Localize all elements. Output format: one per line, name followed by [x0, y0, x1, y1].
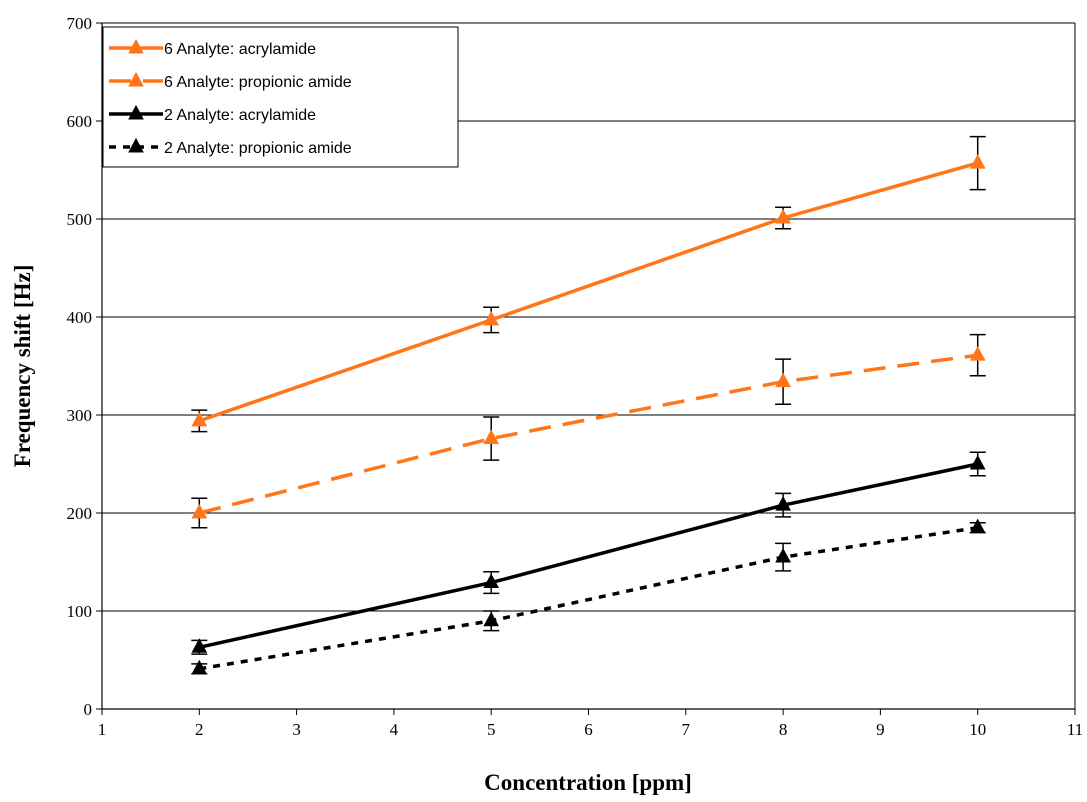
x-tick-label-3: 3 [292, 720, 301, 739]
data-point-2-0 [191, 638, 208, 653]
data-point-1-1 [483, 429, 500, 444]
data-point-0-2 [775, 208, 791, 224]
y-tick-label-0: 0 [84, 700, 93, 719]
legend-marker-0 [128, 38, 144, 54]
legend-box [102, 26, 459, 168]
x-tick-label-9: 9 [876, 720, 885, 739]
data-point-3-2 [775, 547, 791, 563]
legend-label-3: 2 Analyte: propionic amide [164, 140, 352, 157]
legend-label-1: 6 Analyte: propionic amide [164, 74, 352, 91]
x-tick-label-11: 11 [1067, 720, 1083, 739]
legend-marker-2 [128, 104, 144, 120]
legend-marker-1 [128, 71, 144, 87]
series-layer [191, 135, 986, 675]
y-tick-label-300: 300 [67, 406, 93, 425]
y-axis-title: Frequency shift [Hz] [10, 265, 35, 468]
y-tick-label-600: 600 [67, 112, 93, 131]
x-tick-label-4: 4 [390, 720, 399, 739]
x-tick-label-6: 6 [584, 720, 593, 739]
data-point-1-0 [191, 503, 208, 519]
series-2 [191, 451, 986, 655]
x-axis-title: Concentration [ppm] [484, 770, 692, 795]
x-tick-label-8: 8 [779, 720, 788, 739]
legend-label-2: 2 Analyte: acrylamide [164, 107, 316, 124]
data-point-1-2 [775, 372, 791, 388]
data-point-2-1 [483, 573, 500, 589]
series-line-0 [198, 161, 979, 423]
y-tick-label-100: 100 [67, 602, 93, 621]
data-point-3-1 [483, 611, 500, 627]
series-0 [191, 135, 986, 433]
data-point-3-0 [191, 659, 208, 675]
axes: 0 100 200 300 400 500 600 700 1 2 3 4 5 6 7 8 9 10 11 [67, 14, 1084, 739]
y-tick-label-500: 500 [67, 210, 93, 229]
series-line-3 [199, 525, 978, 671]
x-tick-label-10: 10 [969, 720, 986, 739]
data-point-2-2 [775, 496, 791, 511]
data-point-1-3 [969, 346, 986, 361]
legend-label-0: 6 Analyte: acrylamide [164, 41, 316, 58]
y-tick-label-400: 400 [67, 308, 93, 327]
series-line-2 [198, 462, 979, 650]
y-tick-label-200: 200 [67, 504, 93, 523]
legend: 6 Analyte: acrylamide 6 Analyte: propioni… [102, 26, 459, 168]
data-point-0-0 [191, 411, 208, 427]
data-point-0-1 [483, 310, 500, 326]
series-3 [191, 518, 986, 675]
series-line-1 [198, 353, 978, 515]
x-tick-label-2: 2 [195, 720, 204, 739]
x-tick-label-7: 7 [682, 720, 691, 739]
x-tick-label-1: 1 [98, 720, 107, 739]
legend-marker-3 [128, 137, 144, 153]
x-tick-label-5: 5 [487, 720, 496, 739]
y-tick-label-700: 700 [67, 14, 93, 33]
data-point-3-3 [969, 518, 986, 534]
series-1 [191, 333, 986, 529]
data-point-2-3 [969, 454, 986, 470]
data-point-0-3 [969, 154, 986, 169]
